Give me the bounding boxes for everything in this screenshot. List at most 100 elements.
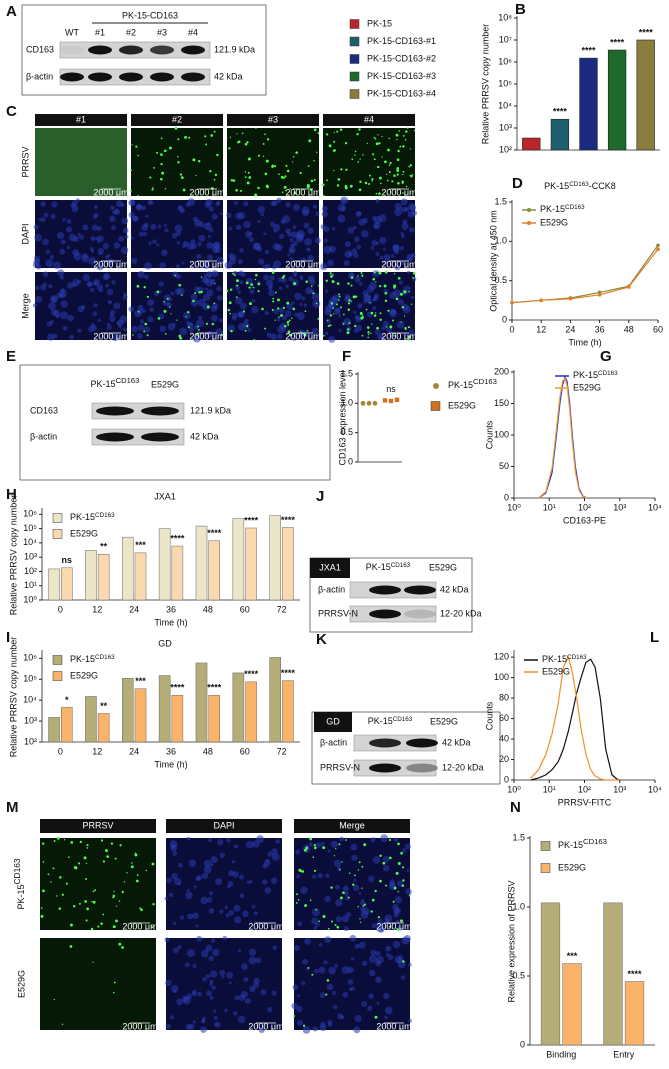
- nucleus: [270, 333, 277, 340]
- virus-signal: [47, 873, 50, 876]
- bar: [61, 567, 73, 601]
- virus-signal: [363, 843, 367, 847]
- nucleus: [382, 855, 390, 863]
- y-tick-label: 10²: [24, 736, 37, 746]
- virus-signal: [379, 176, 382, 180]
- nucleus: [368, 993, 374, 999]
- nucleus: [32, 303, 38, 308]
- virus-signal: [246, 141, 249, 144]
- text-part: CD163: [95, 654, 115, 661]
- x-axis-label: Time (h): [154, 759, 187, 769]
- virus-signal: [78, 902, 81, 905]
- virus-signal: [105, 849, 108, 853]
- micrograph: 2000 μm: [226, 270, 321, 341]
- nucleus: [343, 926, 349, 932]
- nucleus: [379, 236, 387, 244]
- blot-band: [119, 72, 143, 82]
- virus-signal: [369, 301, 371, 304]
- x-tick-label: 10⁴: [648, 784, 662, 794]
- nucleus: [157, 224, 162, 229]
- nucleus: [38, 217, 42, 222]
- nucleus: [51, 201, 58, 208]
- virus-signal: [153, 166, 156, 169]
- virus-signal: [373, 271, 376, 274]
- y-tick-label: 10⁰: [23, 594, 37, 604]
- virus-signal: [313, 844, 316, 847]
- x-tick-label: 48: [203, 604, 213, 614]
- virus-signal: [307, 165, 310, 167]
- virus-signal: [335, 848, 337, 850]
- virus-signal: [254, 278, 257, 281]
- virus-signal: [381, 156, 383, 158]
- virus-signal: [352, 883, 355, 886]
- virus-signal: [244, 142, 248, 146]
- virus-signal: [292, 161, 294, 163]
- virus-signal: [378, 192, 381, 195]
- virus-signal: [393, 886, 397, 890]
- nucleus: [263, 232, 267, 236]
- column-header: [40, 819, 156, 833]
- nucleus: [390, 254, 395, 258]
- x-tick-label: 24: [565, 324, 575, 334]
- scale-label: 2000 μm: [122, 1021, 157, 1031]
- nucleus: [344, 250, 353, 259]
- nucleus: [195, 876, 201, 881]
- virus-signal: [184, 135, 187, 139]
- nucleus: [357, 303, 363, 309]
- y-tick-label: 10⁴: [23, 537, 37, 547]
- virus-signal: [366, 142, 368, 145]
- nucleus: [110, 309, 116, 315]
- nucleus: [113, 302, 121, 310]
- nucleus: [219, 318, 224, 323]
- virus-signal: [305, 846, 309, 850]
- virus-signal: [310, 285, 313, 288]
- virus-signal: [284, 175, 287, 178]
- nucleus: [281, 277, 287, 283]
- nucleus: [158, 290, 162, 294]
- virus-signal: [375, 281, 377, 283]
- virus-signal: [306, 329, 309, 332]
- nucleus: [211, 985, 216, 990]
- virus-signal: [152, 902, 155, 906]
- x-tick-label: 10¹: [543, 784, 556, 794]
- virus-signal: [290, 317, 293, 319]
- virus-signal: [126, 872, 128, 874]
- virus-signal: [333, 313, 335, 315]
- nucleus: [300, 886, 308, 895]
- virus-signal: [386, 179, 389, 182]
- virus-signal: [399, 145, 402, 148]
- virus-signal: [330, 886, 333, 889]
- nucleus: [198, 315, 203, 320]
- nucleus: [201, 1018, 206, 1023]
- virus-signal: [393, 284, 397, 288]
- nucleus: [105, 283, 110, 288]
- nucleus: [137, 270, 145, 279]
- significance: ****: [628, 969, 643, 979]
- virus-signal: [384, 160, 387, 164]
- nucleus: [172, 947, 179, 954]
- nucleus: [382, 992, 390, 1000]
- virus-signal: [358, 128, 361, 131]
- virus-signal: [354, 324, 357, 328]
- nucleus: [208, 274, 212, 279]
- virus-signal: [164, 333, 167, 335]
- virus-signal: [164, 188, 167, 190]
- text-part: CD163: [567, 654, 587, 661]
- row-label: PRRSV: [20, 146, 30, 177]
- nucleus: [216, 286, 222, 292]
- virus-signal: [210, 134, 214, 137]
- nucleus: [116, 200, 123, 208]
- virus-signal: [378, 271, 382, 275]
- nucleus: [232, 270, 238, 276]
- nucleus: [60, 300, 68, 308]
- virus-signal: [257, 282, 261, 286]
- virus-signal: [313, 160, 315, 162]
- bar: [562, 963, 582, 1046]
- virus-signal: [61, 893, 64, 896]
- nucleus: [195, 924, 199, 928]
- virus-signal: [333, 855, 336, 857]
- virus-signal: [361, 865, 364, 868]
- row-label: β-actin: [318, 584, 345, 594]
- virus-signal: [359, 180, 362, 184]
- virus-signal: [237, 141, 240, 144]
